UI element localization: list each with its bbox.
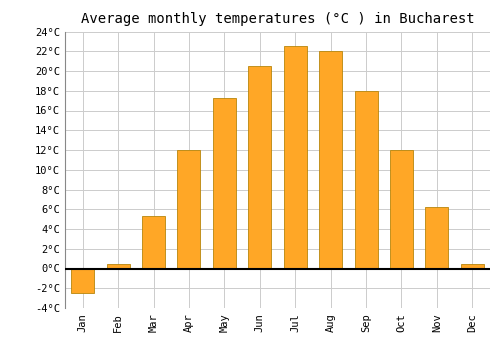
Bar: [213, 98, 236, 268]
Bar: [178, 150, 201, 268]
Bar: [106, 264, 130, 268]
Bar: [461, 264, 484, 268]
Bar: [319, 51, 342, 268]
Bar: [426, 207, 448, 268]
Bar: [142, 216, 165, 268]
Bar: [284, 46, 306, 268]
Title: Average monthly temperatures (°C ) in Bucharest: Average monthly temperatures (°C ) in Bu…: [80, 12, 474, 26]
Bar: [71, 268, 94, 293]
Bar: [390, 150, 413, 268]
Bar: [354, 91, 378, 268]
Bar: [248, 66, 272, 268]
